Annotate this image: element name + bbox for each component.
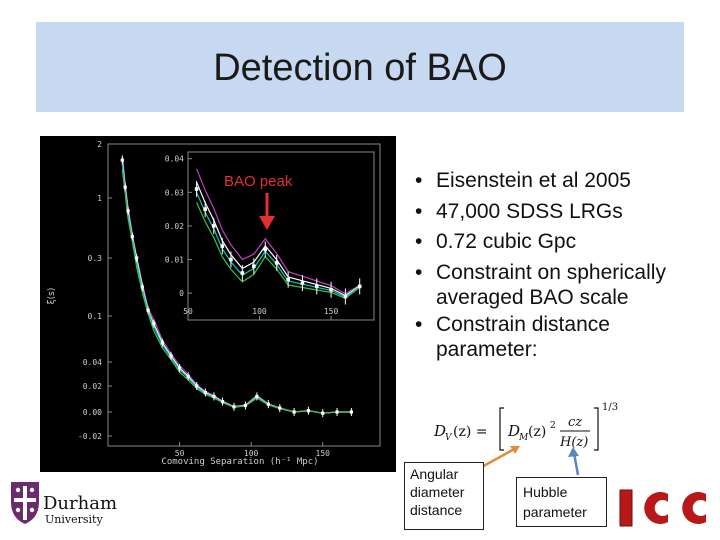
inset-x-tick-label: 50 xyxy=(183,307,193,316)
inset-x-tick-label: 150 xyxy=(324,307,339,316)
inset-y-tick-label: 0.02 xyxy=(165,222,184,231)
main-series-line xyxy=(121,169,352,414)
inset-data-point xyxy=(220,244,225,248)
data-point xyxy=(321,411,325,415)
data-point xyxy=(160,341,164,345)
distance-equation: D V (z) = D M (z) 2 cz H(z) 1/3 xyxy=(433,402,618,451)
data-point xyxy=(140,285,144,289)
y-tick-label: 0.00 xyxy=(83,408,102,417)
inset-data-point xyxy=(229,257,233,262)
eq-z: (z) xyxy=(528,424,546,440)
eq-dv-sub: V xyxy=(445,433,453,443)
eq-exponent: 1/3 xyxy=(602,402,618,413)
data-point xyxy=(232,405,236,409)
data-point xyxy=(220,400,225,404)
x-tick-label: 100 xyxy=(244,449,259,458)
main-axes xyxy=(107,143,381,447)
inset-data-point xyxy=(211,224,216,228)
eq-equals: (z) = xyxy=(453,424,487,440)
inset-data-point xyxy=(194,187,199,191)
data-point xyxy=(177,366,182,370)
data-point xyxy=(130,234,134,239)
y-tick-label: 0.02 xyxy=(83,382,102,391)
data-point xyxy=(146,308,150,312)
data-point xyxy=(152,322,156,326)
data-point xyxy=(203,390,207,395)
eq-numerator: cz xyxy=(568,415,582,430)
hubble-parameter-box: Hubble parameter xyxy=(516,477,607,527)
eq-denominator: H(z) xyxy=(559,435,588,450)
data-point xyxy=(212,394,216,398)
data-point xyxy=(243,403,248,408)
y-tick-label: 2 xyxy=(97,140,102,149)
data-point xyxy=(266,402,270,406)
durham-wordmark: Durham xyxy=(43,493,117,514)
inset-data-point xyxy=(203,207,207,211)
inset-data-point xyxy=(300,281,305,285)
durham-crest-icon xyxy=(11,482,39,524)
slide-title: Detection of BAO xyxy=(213,47,507,89)
eq-dm-sub: M xyxy=(518,433,529,443)
inset-series-line xyxy=(196,168,361,295)
angular-diameter-box: Angular diameter distance xyxy=(404,462,484,530)
inset-data-point xyxy=(314,284,319,289)
x-axis-label: Comoving Separation (h⁻¹ Mpc) xyxy=(161,457,318,467)
data-point xyxy=(349,410,353,414)
inset-y-tick-label: 0.03 xyxy=(165,188,184,197)
data-point xyxy=(169,354,173,358)
inset-data-point xyxy=(286,277,290,282)
correlation-function-plot: 2 1 0.3 0.1 0.04 0.02 0.00 -0.02 50 100 150 Comov… xyxy=(40,136,396,472)
x-tick-label: 150 xyxy=(316,449,331,458)
data-point xyxy=(126,209,130,213)
inset-y-tick-label: 0.01 xyxy=(165,256,184,265)
eq-dv: D xyxy=(433,422,446,440)
data-point xyxy=(120,158,124,162)
data-point xyxy=(186,374,190,378)
y-tick-label: 0.04 xyxy=(83,358,102,367)
y-tick-label: 0.1 xyxy=(88,312,103,321)
data-point xyxy=(135,256,139,260)
inset-data-point xyxy=(343,294,348,299)
data-point xyxy=(335,410,339,414)
inset-data-point xyxy=(274,261,279,265)
data-point xyxy=(306,409,311,413)
durham-logo: Durham University xyxy=(11,482,117,526)
bao-peak-label: BAO peak xyxy=(224,173,293,190)
data-point xyxy=(123,185,127,189)
bullet-item: 47,000 SDSS LRGs xyxy=(412,199,712,225)
inset-data-point xyxy=(240,271,245,275)
title-bar: Detection of BAO xyxy=(36,22,684,112)
eq-square: 2 xyxy=(550,421,556,431)
data-point xyxy=(278,406,282,410)
bullet-list: Eisenstein et al 2005 47,000 SDSS LRGs 0… xyxy=(412,168,712,368)
y-tick-label: -0.02 xyxy=(78,432,102,441)
inset-y-tick-label: 0 xyxy=(179,289,184,298)
data-point xyxy=(195,384,199,388)
inset-y-tick-label: 0.04 xyxy=(165,155,184,164)
y-tick-label: 1 xyxy=(97,194,102,203)
inset-data-point xyxy=(263,247,268,252)
inset-data-point xyxy=(329,287,333,292)
x-tick-label: 50 xyxy=(175,449,185,458)
data-point xyxy=(292,410,296,414)
bullet-item: Eisenstein et al 2005 xyxy=(412,168,712,194)
data-point xyxy=(255,394,259,398)
y-axis-label: ξ(s) xyxy=(47,288,57,305)
y-tick-label: 0.3 xyxy=(88,254,103,263)
inset-x-tick-label: 100 xyxy=(252,307,267,316)
university-wordmark: University xyxy=(45,513,103,526)
eq-dm: D xyxy=(507,422,520,440)
inset-data-point xyxy=(357,284,362,289)
bullet-item: Constraint on spherically averaged BAO s… xyxy=(412,260,712,311)
inset-data-point xyxy=(252,264,256,269)
bullet-item: 0.72 cubic Gpc xyxy=(412,229,712,255)
icc-logo-icon xyxy=(619,489,706,527)
bullet-item: Constrain distance parameter: xyxy=(412,312,712,363)
bao-peak-arrow xyxy=(259,193,275,230)
